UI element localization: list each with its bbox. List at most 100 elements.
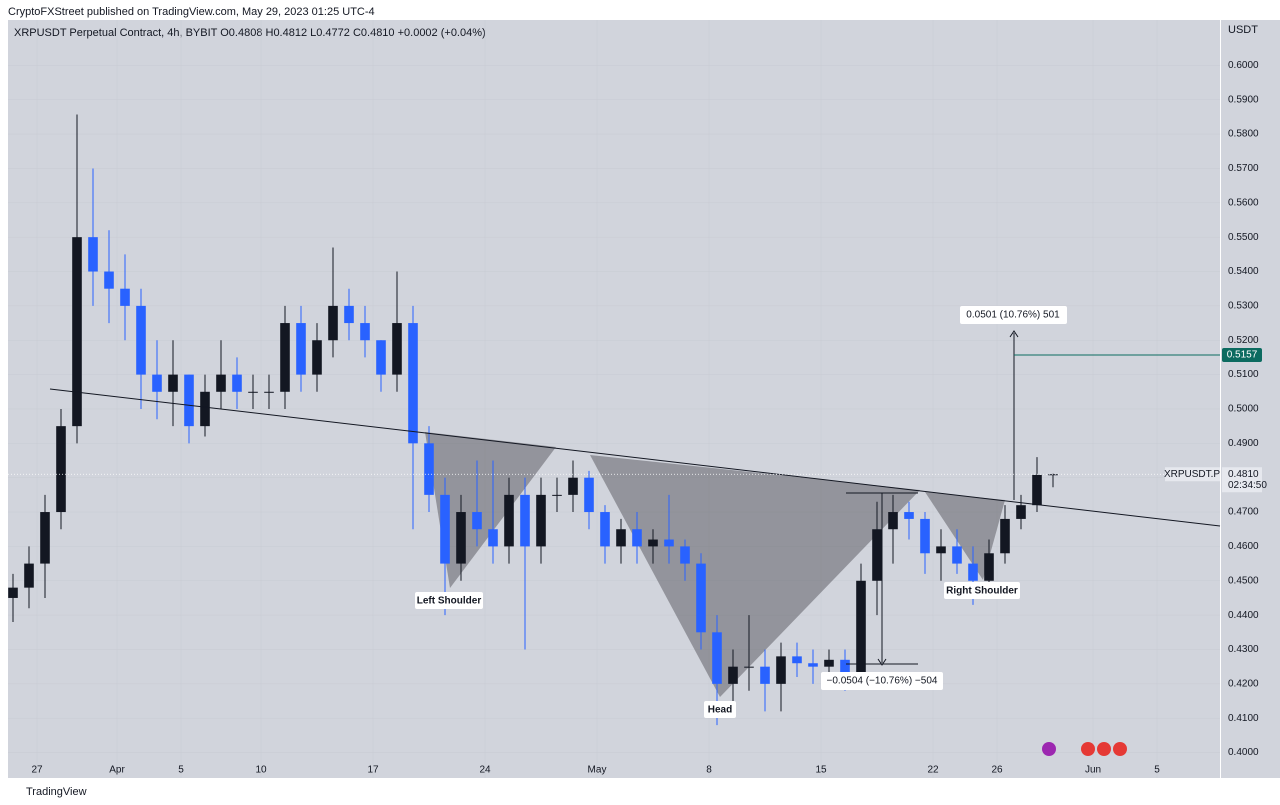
candle-body — [856, 580, 866, 677]
last-price-label: 0.4810 — [1228, 469, 1259, 480]
event-icons — [1042, 742, 1127, 756]
candle-body — [600, 512, 610, 547]
y-tick-label: 0.5700 — [1228, 163, 1259, 174]
candle-body — [632, 529, 642, 547]
candle-body — [904, 512, 914, 519]
icon — [1097, 742, 1111, 756]
candle-body — [616, 529, 626, 547]
candle-body — [344, 305, 354, 324]
candle-body — [968, 563, 978, 581]
x-tick-label: 8 — [706, 765, 712, 776]
candle-body — [824, 659, 834, 667]
y-tick-label: 0.5500 — [1228, 232, 1259, 243]
candle-body — [408, 323, 418, 444]
candle-body — [872, 529, 882, 581]
candle-body — [696, 563, 706, 633]
candle-body — [88, 237, 98, 272]
head-label: Head — [708, 705, 732, 716]
candle-body — [712, 632, 722, 684]
candle-body — [136, 305, 146, 375]
publisher: CryptoFXStreet published on TradingView.… — [8, 6, 375, 18]
candle-body — [680, 546, 690, 564]
y-tick-label: 0.5200 — [1228, 335, 1259, 346]
arrow — [877, 658, 887, 666]
up-measure-label: 0.0501 (10.76%) 501 — [966, 310, 1060, 321]
candle-body — [440, 494, 450, 564]
candle-body — [936, 546, 946, 554]
head-shape — [590, 455, 920, 697]
right-shoulder-label: Right Shoulder — [946, 586, 1018, 597]
candle-body — [104, 271, 114, 289]
candle-body — [664, 539, 674, 547]
candle-body — [56, 426, 66, 513]
candle-body — [792, 656, 802, 664]
candle-body — [760, 666, 770, 684]
y-tick-label: 0.5300 — [1228, 301, 1259, 312]
footer: TradingView — [26, 786, 87, 798]
y-tick-label: 0.5000 — [1228, 404, 1259, 415]
target-tag — [1222, 348, 1262, 363]
patterns — [425, 432, 1005, 697]
candle-body — [808, 663, 818, 667]
label-box — [960, 306, 1067, 324]
label-box — [415, 592, 483, 609]
candle-body — [504, 494, 514, 547]
candle-body — [24, 563, 34, 588]
candle-body — [248, 391, 258, 393]
candle-body — [376, 340, 386, 375]
x-tick-label: 10 — [255, 765, 267, 776]
candle-body — [184, 374, 194, 427]
candle-body — [280, 323, 290, 392]
candle-body — [1000, 518, 1010, 554]
symbol-label: XRPUSDT.P — [1164, 469, 1220, 480]
x-tick-label: 27 — [31, 765, 43, 776]
y-tick-label: 0.4700 — [1228, 507, 1259, 518]
x-tick-label: 5 — [1154, 765, 1160, 776]
candle-body — [312, 340, 322, 375]
candle-body — [776, 656, 786, 684]
candle-body — [584, 477, 594, 513]
candle-body — [568, 477, 578, 495]
down-measure-label: −0.0504 (−10.76%) −504 — [827, 676, 938, 687]
candle-body — [200, 391, 210, 427]
candle-body — [72, 237, 82, 427]
neckline — [49, 388, 1221, 527]
y-tick-label: 0.4300 — [1228, 644, 1259, 655]
candle-body — [648, 539, 658, 547]
candle-body — [1048, 474, 1058, 476]
x-tick-label: 5 — [178, 765, 184, 776]
target-tag-label: 0.5157 — [1227, 350, 1258, 361]
y-tick-label: 0.5600 — [1228, 197, 1259, 208]
y-tick-label: 0.6000 — [1228, 60, 1259, 71]
candle-body — [952, 546, 962, 564]
y-tick-label: 0.5400 — [1228, 266, 1259, 277]
candle-body — [328, 305, 338, 341]
candle-body — [744, 666, 754, 668]
icon — [1113, 742, 1127, 756]
candle-body — [216, 374, 226, 392]
y-tick-label: 0.5900 — [1228, 94, 1259, 105]
y-tick-label: 0.4900 — [1228, 438, 1259, 449]
arrow — [1009, 330, 1019, 338]
x-tick-label: 24 — [479, 765, 491, 776]
x-tick-label: 22 — [927, 765, 939, 776]
icon — [1081, 742, 1095, 756]
candle-body — [536, 494, 546, 547]
currency: USDT — [1228, 24, 1258, 36]
x-tick-label: Jun — [1085, 765, 1101, 776]
y-tick-label: 0.5800 — [1228, 129, 1259, 140]
last-price-tag — [1222, 467, 1262, 493]
candle-body — [984, 553, 994, 581]
candle-body — [152, 374, 162, 392]
y-tick-label: 0.4600 — [1228, 541, 1259, 552]
x-tick-label: 26 — [991, 765, 1003, 776]
candle-body — [1032, 474, 1042, 506]
y-tick-label: 0.4100 — [1228, 713, 1259, 724]
candle-body — [168, 374, 178, 392]
plot-area — [8, 20, 1220, 778]
candle-body — [520, 494, 530, 547]
candle-body — [264, 391, 274, 393]
icon — [1042, 742, 1056, 756]
candle-body — [232, 374, 242, 392]
